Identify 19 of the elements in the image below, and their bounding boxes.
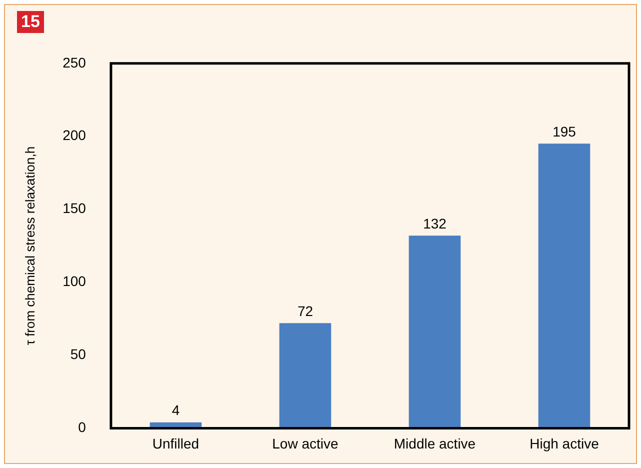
y-tick-label: 0 <box>78 419 86 436</box>
data-label: 195 <box>552 124 576 140</box>
data-label: 132 <box>423 215 447 232</box>
bar <box>538 144 590 428</box>
y-tick-label: 150 <box>62 200 86 216</box>
y-tick-label: 250 <box>62 54 86 70</box>
y-axis-title: τ from chemical stress relaxation,h <box>22 146 38 346</box>
bar <box>408 236 461 428</box>
x-tick-label: Middle active <box>394 435 476 452</box>
x-tick-label: Low active <box>272 435 339 452</box>
y-tick-label: 200 <box>62 127 86 144</box>
data-label: 4 <box>172 402 180 418</box>
data-label: 72 <box>297 302 314 319</box>
x-tick-label: High active <box>530 435 600 452</box>
y-tick-label: 100 <box>62 273 86 290</box>
bar <box>279 323 332 428</box>
y-tick-label: 50 <box>70 346 86 362</box>
text: 15 <box>17 11 44 33</box>
x-tick-label: Unfilled <box>152 435 200 452</box>
